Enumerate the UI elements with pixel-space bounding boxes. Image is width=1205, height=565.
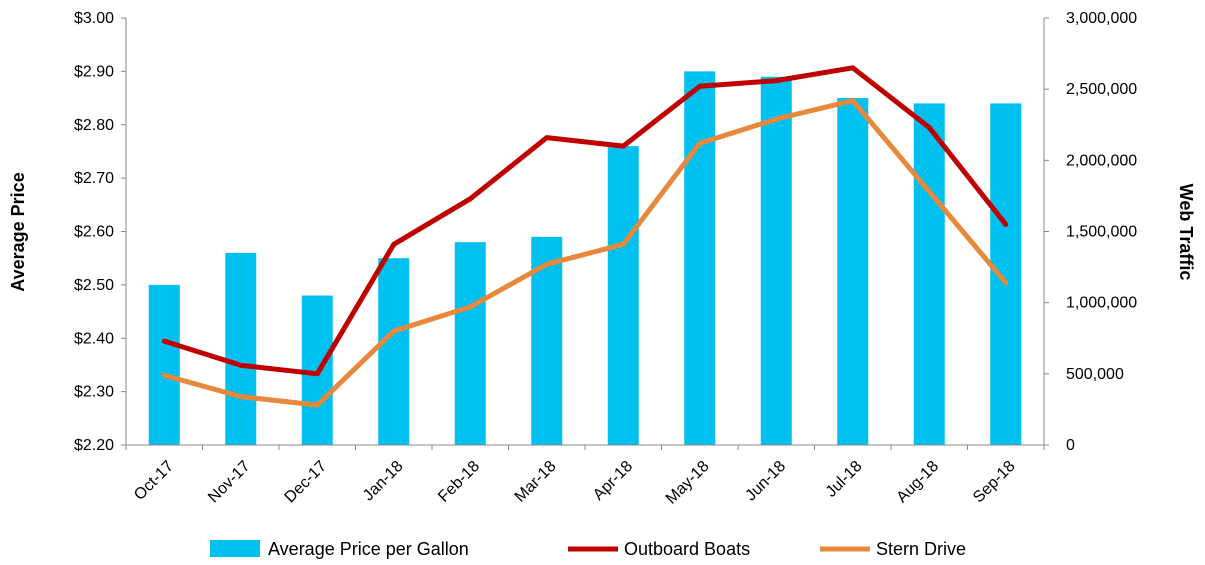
bar-jun-18	[760, 76, 792, 446]
y-tick-label: $2.80	[74, 117, 114, 134]
x-tick-label: Oct-17	[131, 458, 177, 504]
y2-tick-label: 0	[1066, 437, 1075, 454]
bar-nov-17	[225, 252, 257, 445]
bar-aug-18	[913, 103, 945, 446]
x-tick-label: May-18	[663, 458, 713, 508]
y-tick-label: $2.70	[74, 170, 114, 187]
bar-feb-18	[454, 242, 486, 445]
y-tick-label: $2.50	[74, 277, 114, 294]
x-tick-label: Feb-18	[435, 458, 483, 506]
y2-tick-label: 1,500,000	[1066, 224, 1137, 241]
y-tick-label: $2.90	[74, 63, 114, 80]
legend-label-average-price-per-gallon: Average Price per Gallon	[268, 539, 469, 559]
x-tick-label: Apr-18	[590, 458, 636, 504]
bar-jul-18	[837, 98, 869, 445]
legend-swatch-average-price-per-gallon	[210, 540, 260, 557]
bars-group	[148, 71, 1022, 446]
line-stern-drive	[161, 98, 1009, 408]
x-tick-label: Nov-17	[205, 458, 254, 507]
y2-axis-title: Web Traffic	[1176, 184, 1196, 281]
x-tick-label: Aug-18	[894, 458, 943, 507]
y-axis-title: Average Price	[8, 172, 28, 291]
y-tick-label: $2.30	[74, 384, 114, 401]
legend: Average Price per Gallon Outboard Boats St…	[210, 539, 966, 559]
bar-apr-18	[607, 146, 639, 445]
x-tick-label: Jun-18	[742, 458, 789, 505]
y2-tick-label: 500,000	[1066, 366, 1124, 383]
y-tick-label: $3.00	[74, 10, 114, 27]
x-tick-label: Jan-18	[360, 458, 407, 505]
bar-jan-18	[378, 258, 410, 445]
y2-tick-label: 2,000,000	[1066, 152, 1137, 169]
x-tick-label: Sep-18	[970, 458, 1019, 507]
y-tick-label: $2.40	[74, 330, 114, 347]
bar-may-18	[684, 71, 716, 445]
legend-label-stern-drive: Stern Drive	[876, 539, 966, 559]
y2-tick-label: 3,000,000	[1066, 10, 1137, 27]
bar-oct-17	[148, 284, 180, 445]
lines-group	[161, 65, 1009, 408]
y2-tick-label: 1,000,000	[1066, 295, 1137, 312]
y-tick-label: $2.20	[74, 437, 114, 454]
legend-label-outboard-boats: Outboard Boats	[624, 539, 750, 559]
y2-tick-label: 2,500,000	[1066, 81, 1137, 98]
x-tick-label: Jul-18	[823, 458, 866, 501]
x-tick-label: Dec-17	[282, 458, 331, 507]
line-outboard-boats	[161, 65, 1009, 377]
x-tick-label: Mar-18	[512, 458, 560, 506]
bar-sep-18	[990, 103, 1022, 446]
axes-group	[121, 17, 1049, 450]
y-tick-label: $2.60	[74, 224, 114, 241]
